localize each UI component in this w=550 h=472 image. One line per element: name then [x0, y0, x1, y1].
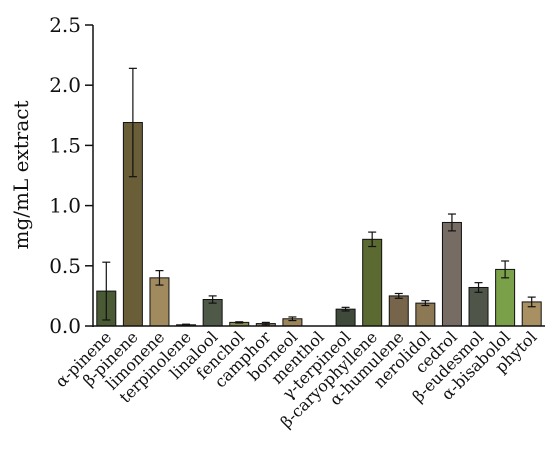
bar — [362, 238, 383, 327]
y-tick-label: 1.0 — [49, 194, 81, 218]
x-axis: α-pineneβ-pinenelimoneneterpinolenelinal… — [51, 325, 545, 432]
bar — [441, 221, 462, 327]
bar — [335, 308, 356, 327]
y-tick-label: 2.5 — [49, 13, 81, 37]
y-tick-label: 0.5 — [49, 254, 81, 278]
bar — [468, 286, 489, 327]
bars-group — [96, 67, 542, 327]
bar — [415, 302, 436, 327]
y-tick-label: 1.5 — [49, 133, 81, 157]
y-axis-label: mg/mL extract — [9, 101, 33, 250]
y-axis: 0.0 0.5 1.0 1.5 2.0 2.5 — [49, 13, 94, 338]
y-tick-label: 2.0 — [49, 73, 81, 97]
bar — [388, 295, 409, 327]
y-tick-label: 0.0 — [49, 314, 81, 338]
